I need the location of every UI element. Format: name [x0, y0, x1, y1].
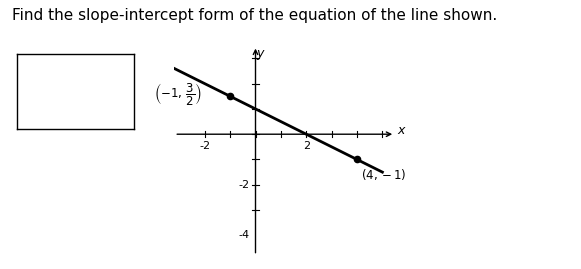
Text: -4: -4: [238, 230, 249, 240]
Text: $(4, -1)$: $(4, -1)$: [361, 167, 407, 182]
Text: Find the slope-intercept form of the equation of the line shown.: Find the slope-intercept form of the equ…: [12, 8, 497, 23]
Text: $\left(-1,\,\dfrac{3}{2}\right)$: $\left(-1,\,\dfrac{3}{2}\right)$: [154, 81, 202, 107]
Text: -2: -2: [238, 180, 249, 190]
Text: y: y: [256, 47, 264, 60]
Text: -2: -2: [199, 141, 210, 151]
Text: 2: 2: [303, 141, 310, 151]
Text: x: x: [397, 124, 405, 137]
